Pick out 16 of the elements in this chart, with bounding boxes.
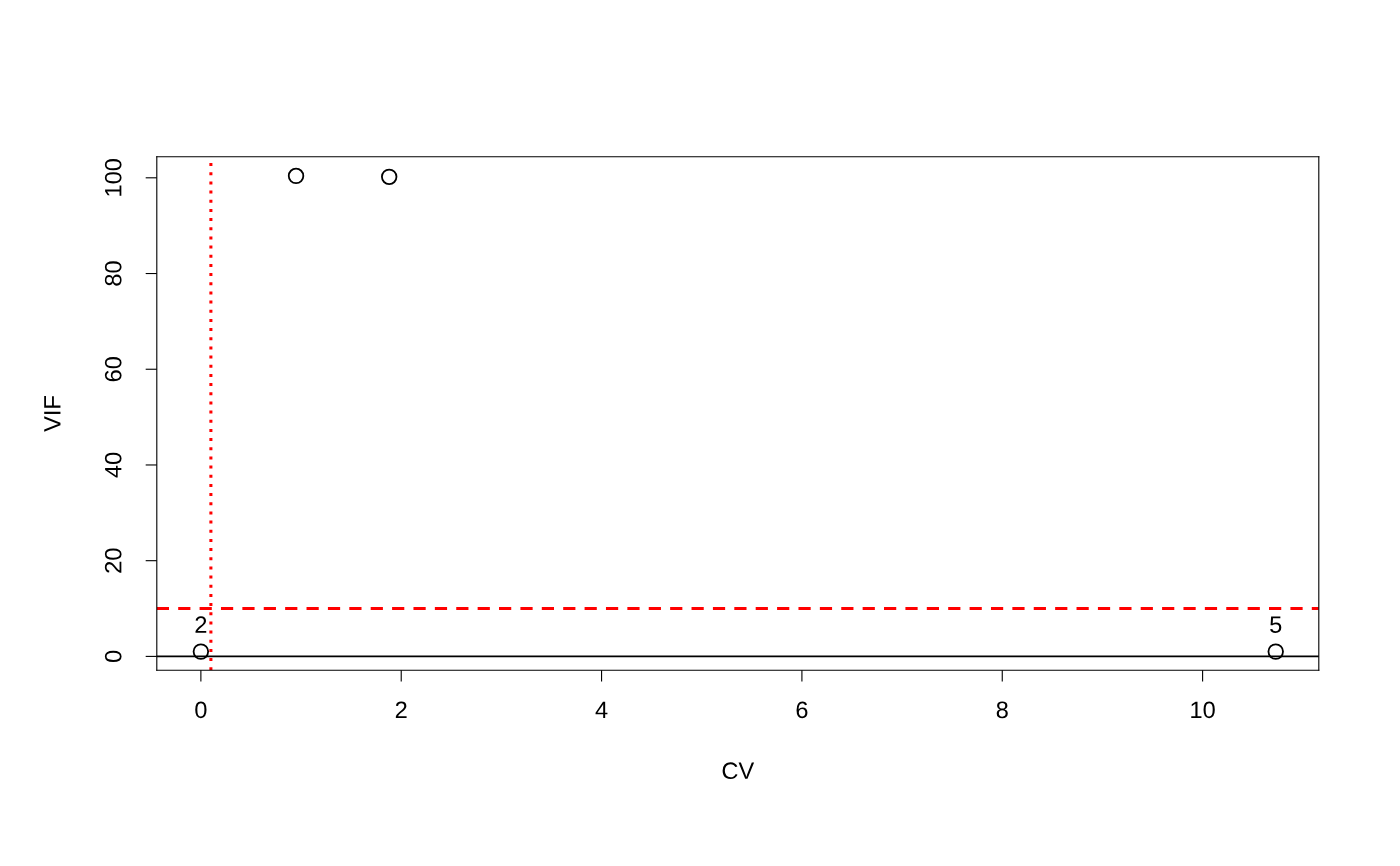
x-axis-title: CV [722,762,755,780]
x-tick-label: 10 [1191,701,1215,719]
annotation: 5 [1270,616,1282,634]
y-tick-label: 80 [104,261,122,286]
y-axis-title: VIF [44,396,61,432]
x-tick-label: 2 [395,701,407,718]
x-tick-label: 0 [195,701,207,719]
y-tick-label: 60 [104,357,122,382]
y-tick-label: 20 [104,548,122,573]
annotation: 2 [195,616,207,633]
x-tick-label: 8 [996,701,1008,719]
x-tick-label: 4 [595,701,608,718]
x-tick-label: 6 [796,701,808,719]
y-tick-label: 40 [104,452,122,478]
y-tick-label: 100 [104,159,122,196]
y-tick-label: 0 [104,650,122,663]
